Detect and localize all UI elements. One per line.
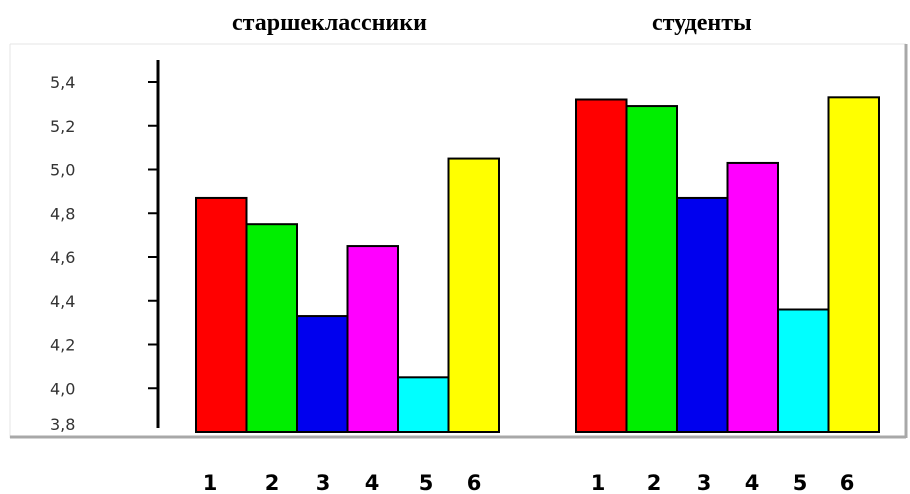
bar-g1-2 (245, 223, 298, 433)
category-label: 2 (265, 471, 280, 494)
bar-g2-1 (575, 98, 628, 433)
category-label: 1 (203, 471, 218, 494)
category-label: 4 (745, 471, 760, 494)
bar-g2-2 (625, 105, 678, 433)
bar-g1-3 (296, 315, 349, 433)
group-title-highschool: старшеклассники (232, 10, 427, 36)
category-label: 5 (419, 471, 434, 494)
bar-g1-1 (195, 196, 248, 433)
y-tick-label: 4,6 (50, 248, 75, 267)
y-tick-label: 4,2 (50, 336, 75, 355)
category-label: 3 (316, 471, 331, 494)
category-label: 2 (647, 471, 662, 494)
y-tick-label: 4,8 (50, 204, 75, 223)
bar-g2-4 (726, 161, 779, 433)
y-tick-label: 4,4 (50, 292, 75, 311)
bar-g2-6 (827, 96, 880, 433)
y-axis: 3,8 4,0 4,2 4,4 4,6 4,8 5,0 5,2 5,4 (50, 60, 160, 434)
bar-g1-6 (447, 157, 500, 433)
category-label: 6 (467, 471, 482, 494)
y-tick-label: 5,4 (50, 73, 75, 92)
bars (195, 96, 880, 433)
y-tick-label: 5,0 (50, 161, 75, 180)
category-label: 6 (840, 471, 855, 494)
category-label: 3 (697, 471, 712, 494)
bar-g1-5 (397, 376, 450, 433)
category-labels: 1 2 3 4 5 6 1 2 3 4 5 6 (203, 471, 855, 494)
y-tick-label: 3,8 (50, 415, 75, 434)
category-label: 4 (365, 471, 380, 494)
bar-g2-5 (777, 308, 830, 433)
category-label: 5 (793, 471, 808, 494)
category-label: 1 (591, 471, 606, 494)
bar-g1-4 (346, 245, 399, 433)
y-tick-label: 4,0 (50, 379, 75, 398)
y-tick-label: 5,2 (50, 117, 75, 136)
plot-frame (9, 43, 908, 439)
group-title-students: студенты (652, 10, 752, 36)
bar-g2-3 (676, 196, 729, 433)
